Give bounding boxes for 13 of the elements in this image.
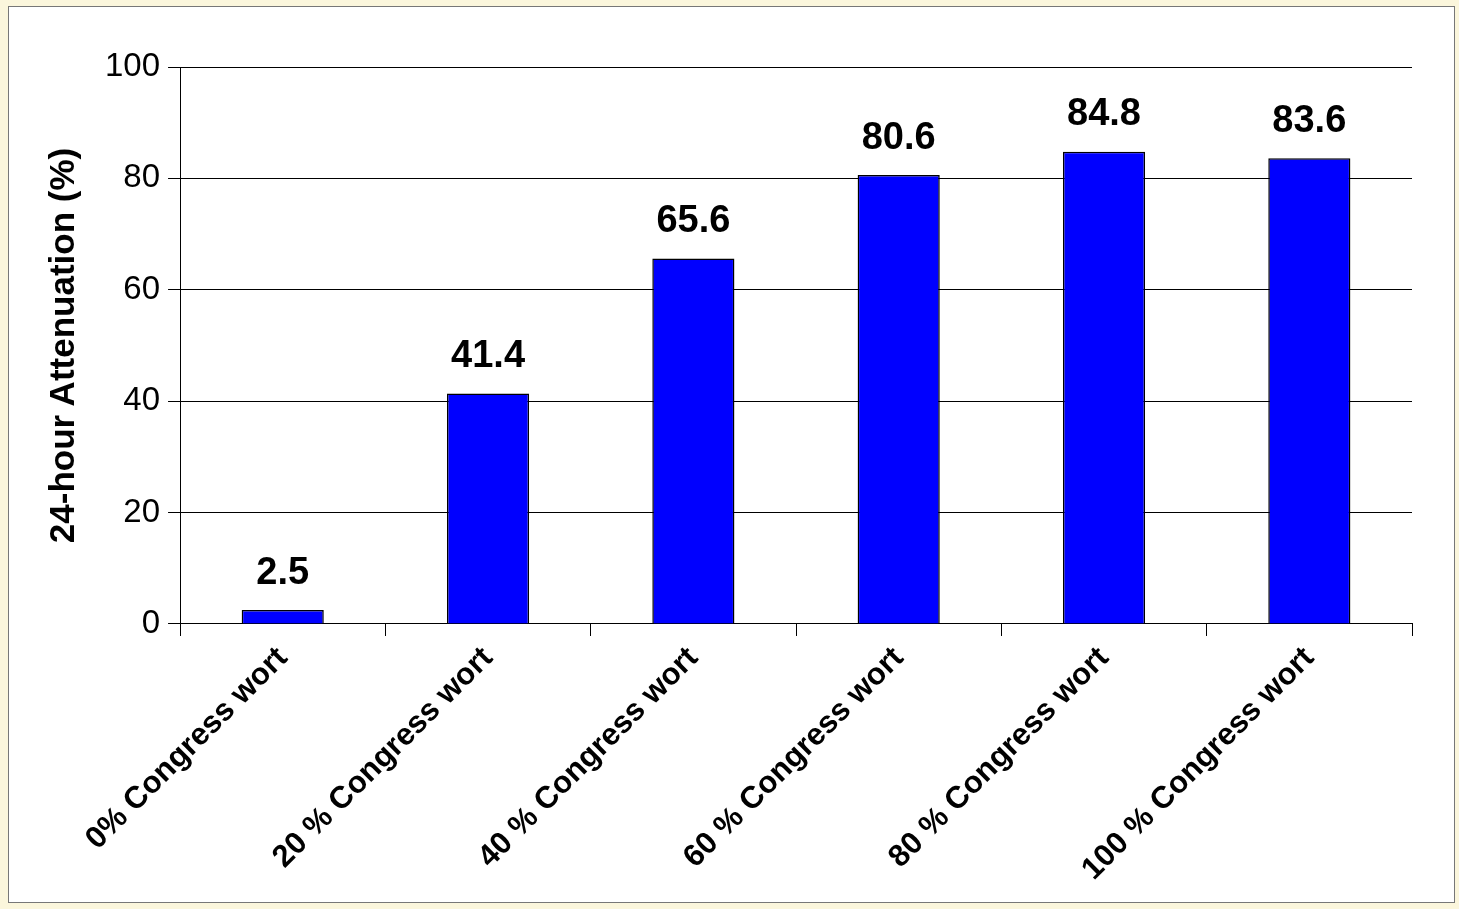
- y-tick-label: 0: [141, 603, 161, 641]
- data-label: 2.5: [256, 549, 310, 592]
- y-tick-label: 40: [123, 380, 161, 418]
- y-tick-label: 100: [105, 46, 161, 84]
- data-label: 83.6: [1272, 97, 1347, 140]
- data-label: 41.4: [451, 332, 526, 375]
- y-axis-title: 24-hour Attenuation (%): [41, 147, 81, 544]
- data-label: 80.6: [861, 114, 936, 157]
- data-label: 84.8: [1067, 91, 1141, 134]
- data-label: 65.6: [656, 198, 731, 241]
- y-tick-label: 80: [123, 157, 161, 195]
- y-tick-label: 60: [123, 268, 161, 306]
- y-tick-label: 20: [123, 491, 161, 529]
